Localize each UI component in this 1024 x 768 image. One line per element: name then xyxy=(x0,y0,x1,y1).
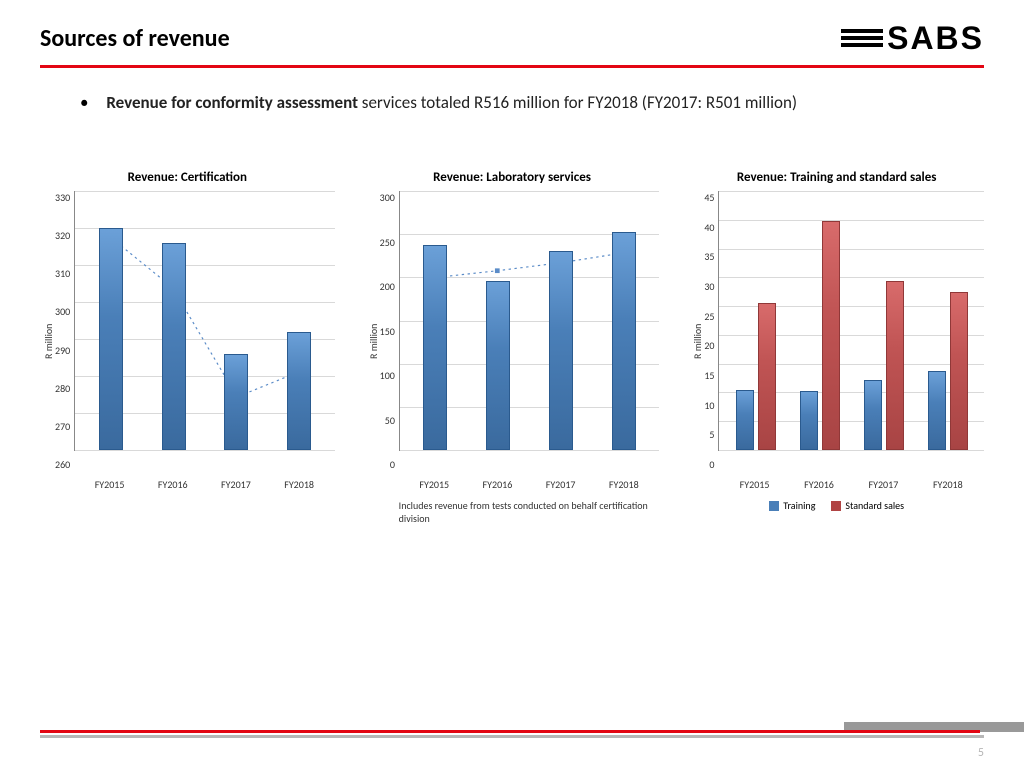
bar xyxy=(224,354,248,450)
page-title: Sources of revenue xyxy=(40,24,230,53)
footer-gray-rule xyxy=(40,735,984,738)
legend-item: Standard sales xyxy=(831,499,904,512)
bar xyxy=(928,371,946,450)
header-rule xyxy=(40,65,984,68)
legend-item: Training xyxy=(769,499,815,512)
y-ticks: 454035302520151050 xyxy=(704,191,718,471)
x-labels: FY2015FY2016FY2017FY2018 xyxy=(399,478,660,491)
chart-title: Revenue: Certification xyxy=(40,153,335,185)
bar xyxy=(549,251,573,450)
bar xyxy=(822,221,840,450)
page-number: 5 xyxy=(978,746,984,760)
chart-laboratory: Revenue: Laboratory services R million 3… xyxy=(365,153,660,525)
chart-title: Revenue: Training and standard sales xyxy=(689,153,984,185)
chart-certification: Revenue: Certification R million 3303203… xyxy=(40,153,335,525)
bars xyxy=(719,191,984,450)
bar xyxy=(287,332,311,450)
y-axis-label: R million xyxy=(689,191,704,491)
x-labels: FY2015FY2016FY2017FY2018 xyxy=(74,478,335,491)
bar xyxy=(736,390,754,450)
bar xyxy=(886,281,904,450)
bars xyxy=(400,191,659,450)
bar xyxy=(486,281,510,450)
chart-title: Revenue: Laboratory services xyxy=(365,153,660,185)
bar xyxy=(423,245,447,450)
bar xyxy=(950,292,968,450)
y-axis-label: R million xyxy=(40,191,55,491)
bar xyxy=(99,228,123,450)
bar xyxy=(758,303,776,450)
sabs-logo: SABS xyxy=(841,20,984,57)
y-ticks: 330320310300290280270260 xyxy=(55,191,74,471)
bars xyxy=(75,191,334,450)
legend: Training Standard sales xyxy=(689,499,984,514)
bar xyxy=(864,380,882,450)
chart-caption: Includes revenue from tests conducted on… xyxy=(365,499,660,525)
bar xyxy=(800,391,818,450)
bullet-text: Revenue for conformity assessment servic… xyxy=(0,70,1024,123)
bar xyxy=(612,232,636,450)
y-axis-label: R million xyxy=(365,191,380,491)
x-labels: FY2015FY2016FY2017FY2018 xyxy=(718,478,984,491)
bar xyxy=(162,243,186,450)
footer-red-rule xyxy=(40,730,980,733)
chart-training: Revenue: Training and standard sales R m… xyxy=(689,153,984,525)
y-ticks: 300250200150100500 xyxy=(380,191,399,471)
